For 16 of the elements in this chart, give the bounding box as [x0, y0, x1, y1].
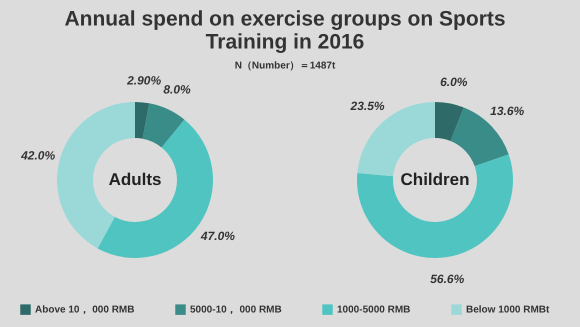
data-label: 47.0% [200, 228, 236, 243]
data-label: 6.0% [440, 74, 468, 89]
data-label: 8.0% [163, 82, 192, 96]
slice-label: Adults [108, 170, 162, 189]
data-label: 56.6% [430, 272, 465, 286]
data-label: 42.0% [20, 148, 56, 162]
data-label: 23.5% [350, 99, 385, 114]
legend-label: Above 10， 000 RMB [35, 304, 134, 316]
data-label: 2.90% [126, 73, 162, 88]
legend-label: Below 1000 RMBt [466, 304, 550, 316]
legend-label: 5000-10， 000 RMB [190, 304, 282, 316]
data-label: 13.6% [490, 104, 525, 118]
chart-subtitle: N（Number）＝1487t [234, 60, 336, 72]
chart-title: Annual spend on exercise groups on Sports Training in 2016 [64, 7, 506, 54]
slice-label: Children [400, 170, 470, 189]
legend-label: 1000-5000 RMB [337, 304, 410, 316]
